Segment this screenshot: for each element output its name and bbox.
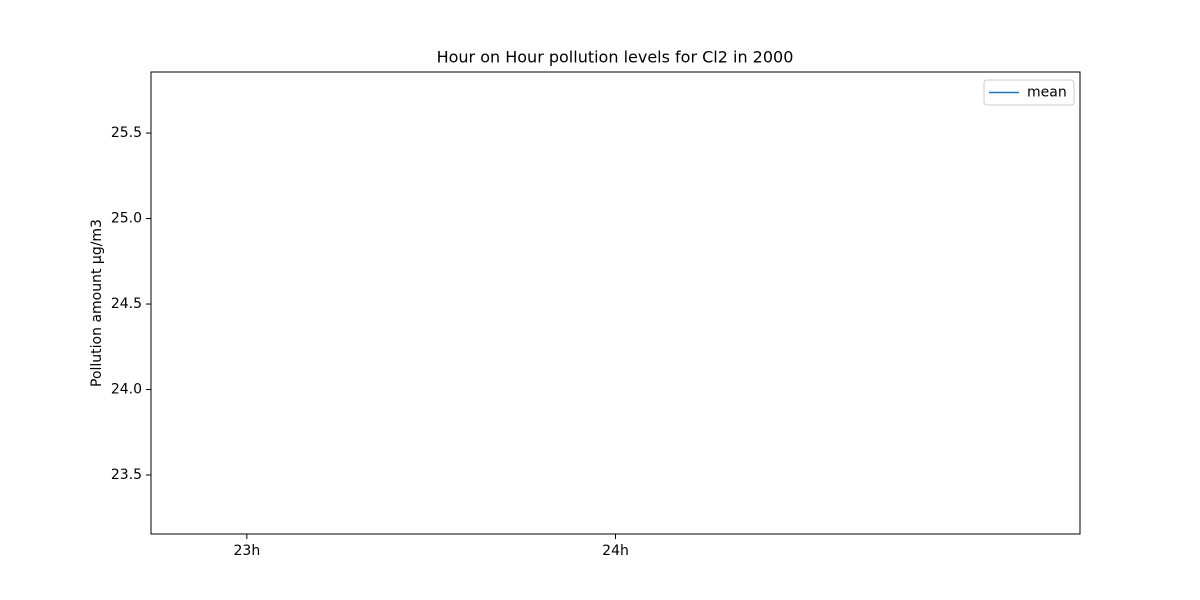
y-tick-label: 24.5	[111, 296, 142, 312]
x-tick-label: 24h	[602, 543, 629, 559]
legend-box	[983, 79, 1075, 106]
y-axis-label: Pollution amount µg/m3	[89, 219, 105, 387]
x-tick-label: 23h	[234, 543, 261, 559]
plot-frame	[150, 71, 1081, 535]
y-tick-label: 25.0	[111, 211, 142, 227]
y-tick-label: 23.5	[111, 467, 142, 483]
chart-title: Hour on Hour pollution levels for Cl2 in…	[437, 48, 794, 67]
y-tick-label: 24.0	[111, 382, 142, 398]
y-tick-label: 25.5	[111, 125, 142, 141]
legend-label: mean	[1027, 85, 1067, 101]
